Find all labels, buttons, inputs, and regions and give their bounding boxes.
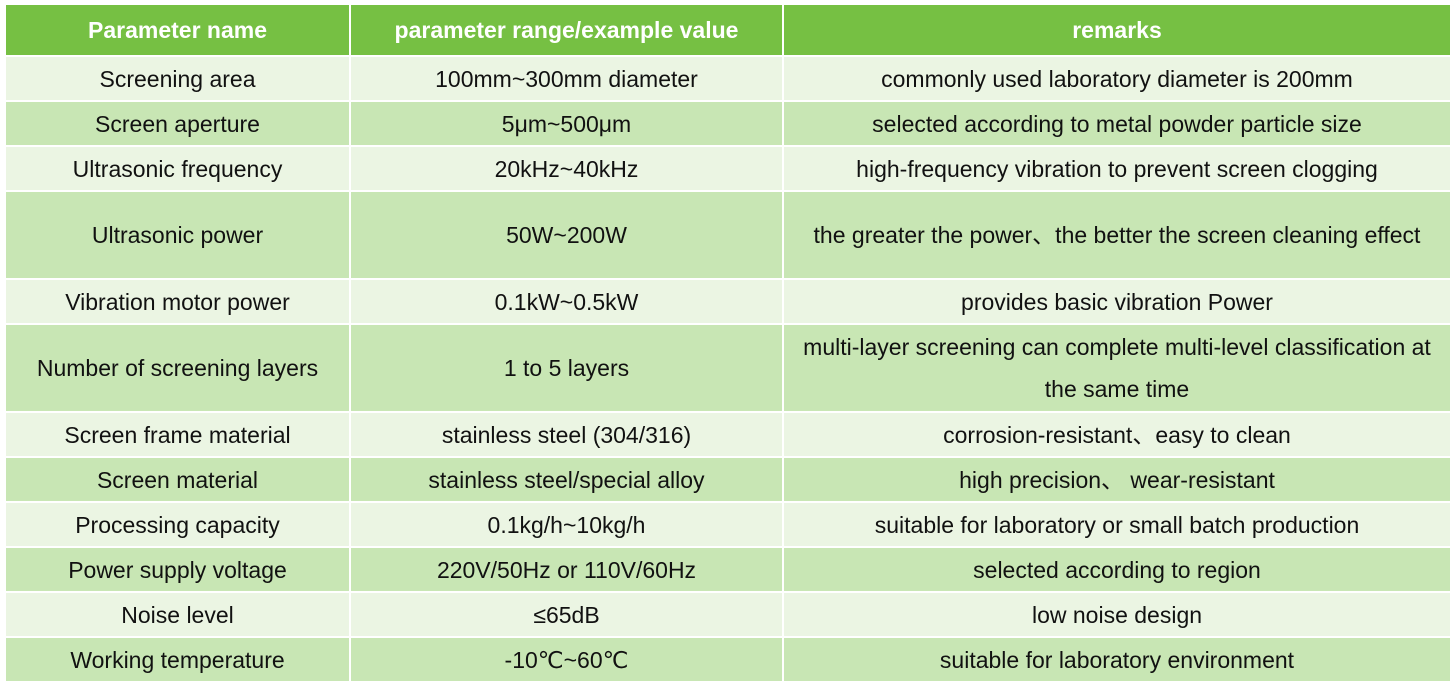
cell-remark: selected according to metal powder parti… (782, 100, 1452, 147)
cell-value: stainless steel/special alloy (349, 456, 784, 503)
table-row: Number of screening layers 1 to 5 layers… (4, 323, 1452, 413)
table-header-row: Parameter name parameter range/example v… (4, 3, 1452, 57)
cell-value: 0.1kg/h~10kg/h (349, 501, 784, 548)
cell-parameter: Ultrasonic frequency (4, 145, 351, 192)
cell-remark: high-frequency vibration to prevent scre… (782, 145, 1452, 192)
cell-remark: high precision、 wear-resistant (782, 456, 1452, 503)
cell-parameter: Vibration motor power (4, 278, 351, 325)
cell-parameter: Screen frame material (4, 411, 351, 458)
cell-value: ≤65dB (349, 591, 784, 638)
cell-parameter: Processing capacity (4, 501, 351, 548)
cell-parameter: Working temperature (4, 636, 351, 683)
cell-parameter: Screening area (4, 55, 351, 102)
cell-parameter: Screen aperture (4, 100, 351, 147)
cell-remark: selected according to region (782, 546, 1452, 593)
cell-parameter: Power supply voltage (4, 546, 351, 593)
parameter-table: Parameter name parameter range/example v… (4, 3, 1452, 683)
cell-remark: commonly used laboratory diameter is 200… (782, 55, 1452, 102)
cell-value: 0.1kW~0.5kW (349, 278, 784, 325)
header-parameter-name: Parameter name (4, 3, 351, 57)
table-row: Vibration motor power 0.1kW~0.5kW provid… (4, 278, 1452, 325)
cell-value: 20kHz~40kHz (349, 145, 784, 192)
cell-value: 100mm~300mm diameter (349, 55, 784, 102)
cell-value: 5μm~500μm (349, 100, 784, 147)
cell-value: 50W~200W (349, 190, 784, 280)
cell-parameter: Number of screening layers (4, 323, 351, 413)
cell-remark: low noise design (782, 591, 1452, 638)
cell-remark: suitable for laboratory environment (782, 636, 1452, 683)
header-parameter-range: parameter range/example value (349, 3, 784, 57)
table-row: Noise level ≤65dB low noise design (4, 591, 1452, 638)
cell-remark: provides basic vibration Power (782, 278, 1452, 325)
cell-remark: multi-layer screening can complete multi… (782, 323, 1452, 413)
cell-value: stainless steel (304/316) (349, 411, 784, 458)
cell-value: 1 to 5 layers (349, 323, 784, 413)
header-remarks: remarks (782, 3, 1452, 57)
cell-value: -10℃~60℃ (349, 636, 784, 683)
cell-parameter: Ultrasonic power (4, 190, 351, 280)
table-row: Screen material stainless steel/special … (4, 456, 1452, 503)
table-row: Processing capacity 0.1kg/h~10kg/h suita… (4, 501, 1452, 548)
table-row: Working temperature -10℃~60℃ suitable fo… (4, 636, 1452, 683)
cell-value: 220V/50Hz or 110V/60Hz (349, 546, 784, 593)
table-row: Ultrasonic power 50W~200W the greater th… (4, 190, 1452, 280)
cell-parameter: Noise level (4, 591, 351, 638)
cell-remark: corrosion-resistant、easy to clean (782, 411, 1452, 458)
cell-remark: suitable for laboratory or small batch p… (782, 501, 1452, 548)
cell-remark: the greater the power、the better the scr… (782, 190, 1452, 280)
table-row: Screen aperture 5μm~500μm selected accor… (4, 100, 1452, 147)
table-row: Power supply voltage 220V/50Hz or 110V/6… (4, 546, 1452, 593)
table-row: Ultrasonic frequency 20kHz~40kHz high-fr… (4, 145, 1452, 192)
table-row: Screen frame material stainless steel (3… (4, 411, 1452, 458)
table-row: Screening area 100mm~300mm diameter comm… (4, 55, 1452, 102)
cell-parameter: Screen material (4, 456, 351, 503)
